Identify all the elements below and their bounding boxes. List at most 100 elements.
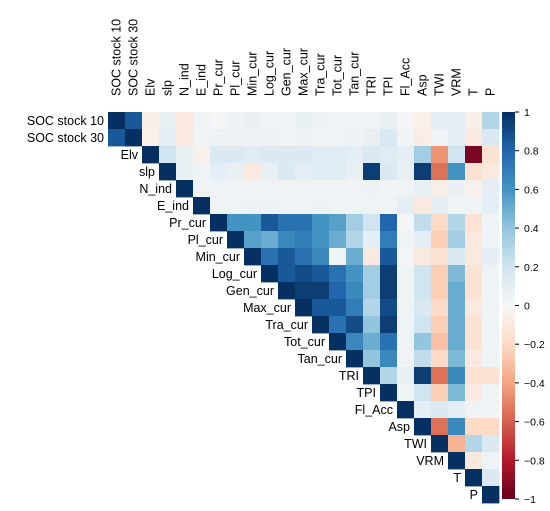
heatmap-cell <box>380 197 398 215</box>
heatmap-cell <box>312 214 330 232</box>
heatmap-cell <box>482 231 500 249</box>
heatmap-cell <box>431 129 449 147</box>
heatmap-cell <box>380 333 398 351</box>
heatmap-cell <box>397 282 415 300</box>
heatmap-cell <box>210 180 228 198</box>
row-label: Elv <box>121 148 139 162</box>
heatmap-cell <box>380 129 398 147</box>
heatmap-cell <box>125 112 143 130</box>
heatmap-cell <box>227 231 245 249</box>
heatmap-cell <box>261 248 279 266</box>
heatmap-cell <box>346 180 364 198</box>
heatmap-cell <box>465 214 483 232</box>
heatmap-cell <box>465 282 483 300</box>
heatmap-cell <box>465 350 483 368</box>
row-label: SOC stock 10 <box>27 114 104 128</box>
heatmap-cell <box>210 112 228 130</box>
heatmap-cell <box>431 231 449 249</box>
heatmap-cell <box>142 129 160 147</box>
heatmap-cell <box>329 265 347 283</box>
heatmap-cell <box>482 486 500 504</box>
column-label: Tot_cur <box>331 55 345 96</box>
heatmap-cell <box>176 163 194 181</box>
heatmap-cell <box>431 214 449 232</box>
heatmap-cell <box>431 418 449 436</box>
heatmap-cell <box>210 129 228 147</box>
row-label: Tan_cur <box>298 352 342 366</box>
heatmap-cell <box>346 265 364 283</box>
heatmap-cell <box>261 265 279 283</box>
heatmap-cell <box>159 129 177 147</box>
heatmap-cell <box>261 231 279 249</box>
heatmap-cell <box>448 180 466 198</box>
heatmap-cell <box>380 180 398 198</box>
heatmap-cell <box>346 299 364 317</box>
heatmap-cell <box>176 180 194 198</box>
heatmap-cell <box>261 180 279 198</box>
heatmap-cell <box>482 452 500 470</box>
column-label: Asp <box>416 74 430 96</box>
heatmap-cell <box>227 112 245 130</box>
heatmap-cell <box>431 112 449 130</box>
heatmap-cell <box>482 469 500 487</box>
heatmap-cell <box>363 214 381 232</box>
column-label: TPI <box>382 77 396 96</box>
heatmap-cell <box>210 197 228 215</box>
heatmap-cell <box>431 435 449 453</box>
row-label: Gen_cur <box>226 284 274 298</box>
colorbar-tick-label: 0 <box>524 301 530 313</box>
heatmap-cell <box>380 316 398 334</box>
column-label: VRM <box>450 68 464 96</box>
heatmap-cell <box>397 163 415 181</box>
heatmap-cell <box>448 401 466 419</box>
heatmap-cell <box>414 214 432 232</box>
heatmap-cell <box>414 316 432 334</box>
heatmap-cell <box>482 299 500 317</box>
heatmap-cell <box>431 248 449 266</box>
heatmap-cell <box>448 282 466 300</box>
heatmap-cell <box>448 265 466 283</box>
row-label: Max_cur <box>243 301 291 315</box>
heatmap-cell <box>414 418 432 436</box>
heatmap-cell <box>397 299 415 317</box>
heatmap-cell <box>142 112 160 130</box>
heatmap-cell <box>346 197 364 215</box>
column-label: TWI <box>433 73 447 96</box>
column-label: slp <box>161 80 175 96</box>
heatmap-cell <box>414 163 432 181</box>
heatmap-cell <box>431 367 449 385</box>
heatmap-cell <box>448 248 466 266</box>
heatmap-cell <box>329 129 347 147</box>
column-label: E_ind <box>195 64 209 96</box>
heatmap-cell <box>244 180 262 198</box>
heatmap-cell <box>329 163 347 181</box>
heatmap-cell <box>482 146 500 164</box>
column-label: Gen_cur <box>280 48 294 96</box>
heatmap-cell <box>363 367 381 385</box>
heatmap-cell <box>312 231 330 249</box>
heatmap-cell <box>278 265 296 283</box>
heatmap-cell <box>346 316 364 334</box>
column-label: Tan_cur <box>348 52 362 96</box>
heatmap-cell <box>465 469 483 487</box>
row-label: TPI <box>357 386 376 400</box>
heatmap-cell <box>414 384 432 402</box>
heatmap-cell <box>431 265 449 283</box>
heatmap-cell <box>482 214 500 232</box>
heatmap-cell <box>312 265 330 283</box>
heatmap-cell <box>414 333 432 351</box>
heatmap-cell <box>482 112 500 130</box>
heatmap-cell <box>244 248 262 266</box>
heatmap-cell <box>448 231 466 249</box>
column-label: T <box>467 88 481 96</box>
heatmap-cell <box>380 282 398 300</box>
heatmap-cell <box>380 350 398 368</box>
heatmap-cell <box>380 163 398 181</box>
heatmap-cell <box>414 180 432 198</box>
heatmap-cell <box>295 248 313 266</box>
heatmap-cell <box>176 129 194 147</box>
colorbar-ticks: 1 0.8 0.6 0.4 0.2 0 −0.2 −0.4 −0.6 −0.8 −1 <box>515 107 545 506</box>
heatmap-cell <box>363 333 381 351</box>
heatmap-cell <box>448 146 466 164</box>
